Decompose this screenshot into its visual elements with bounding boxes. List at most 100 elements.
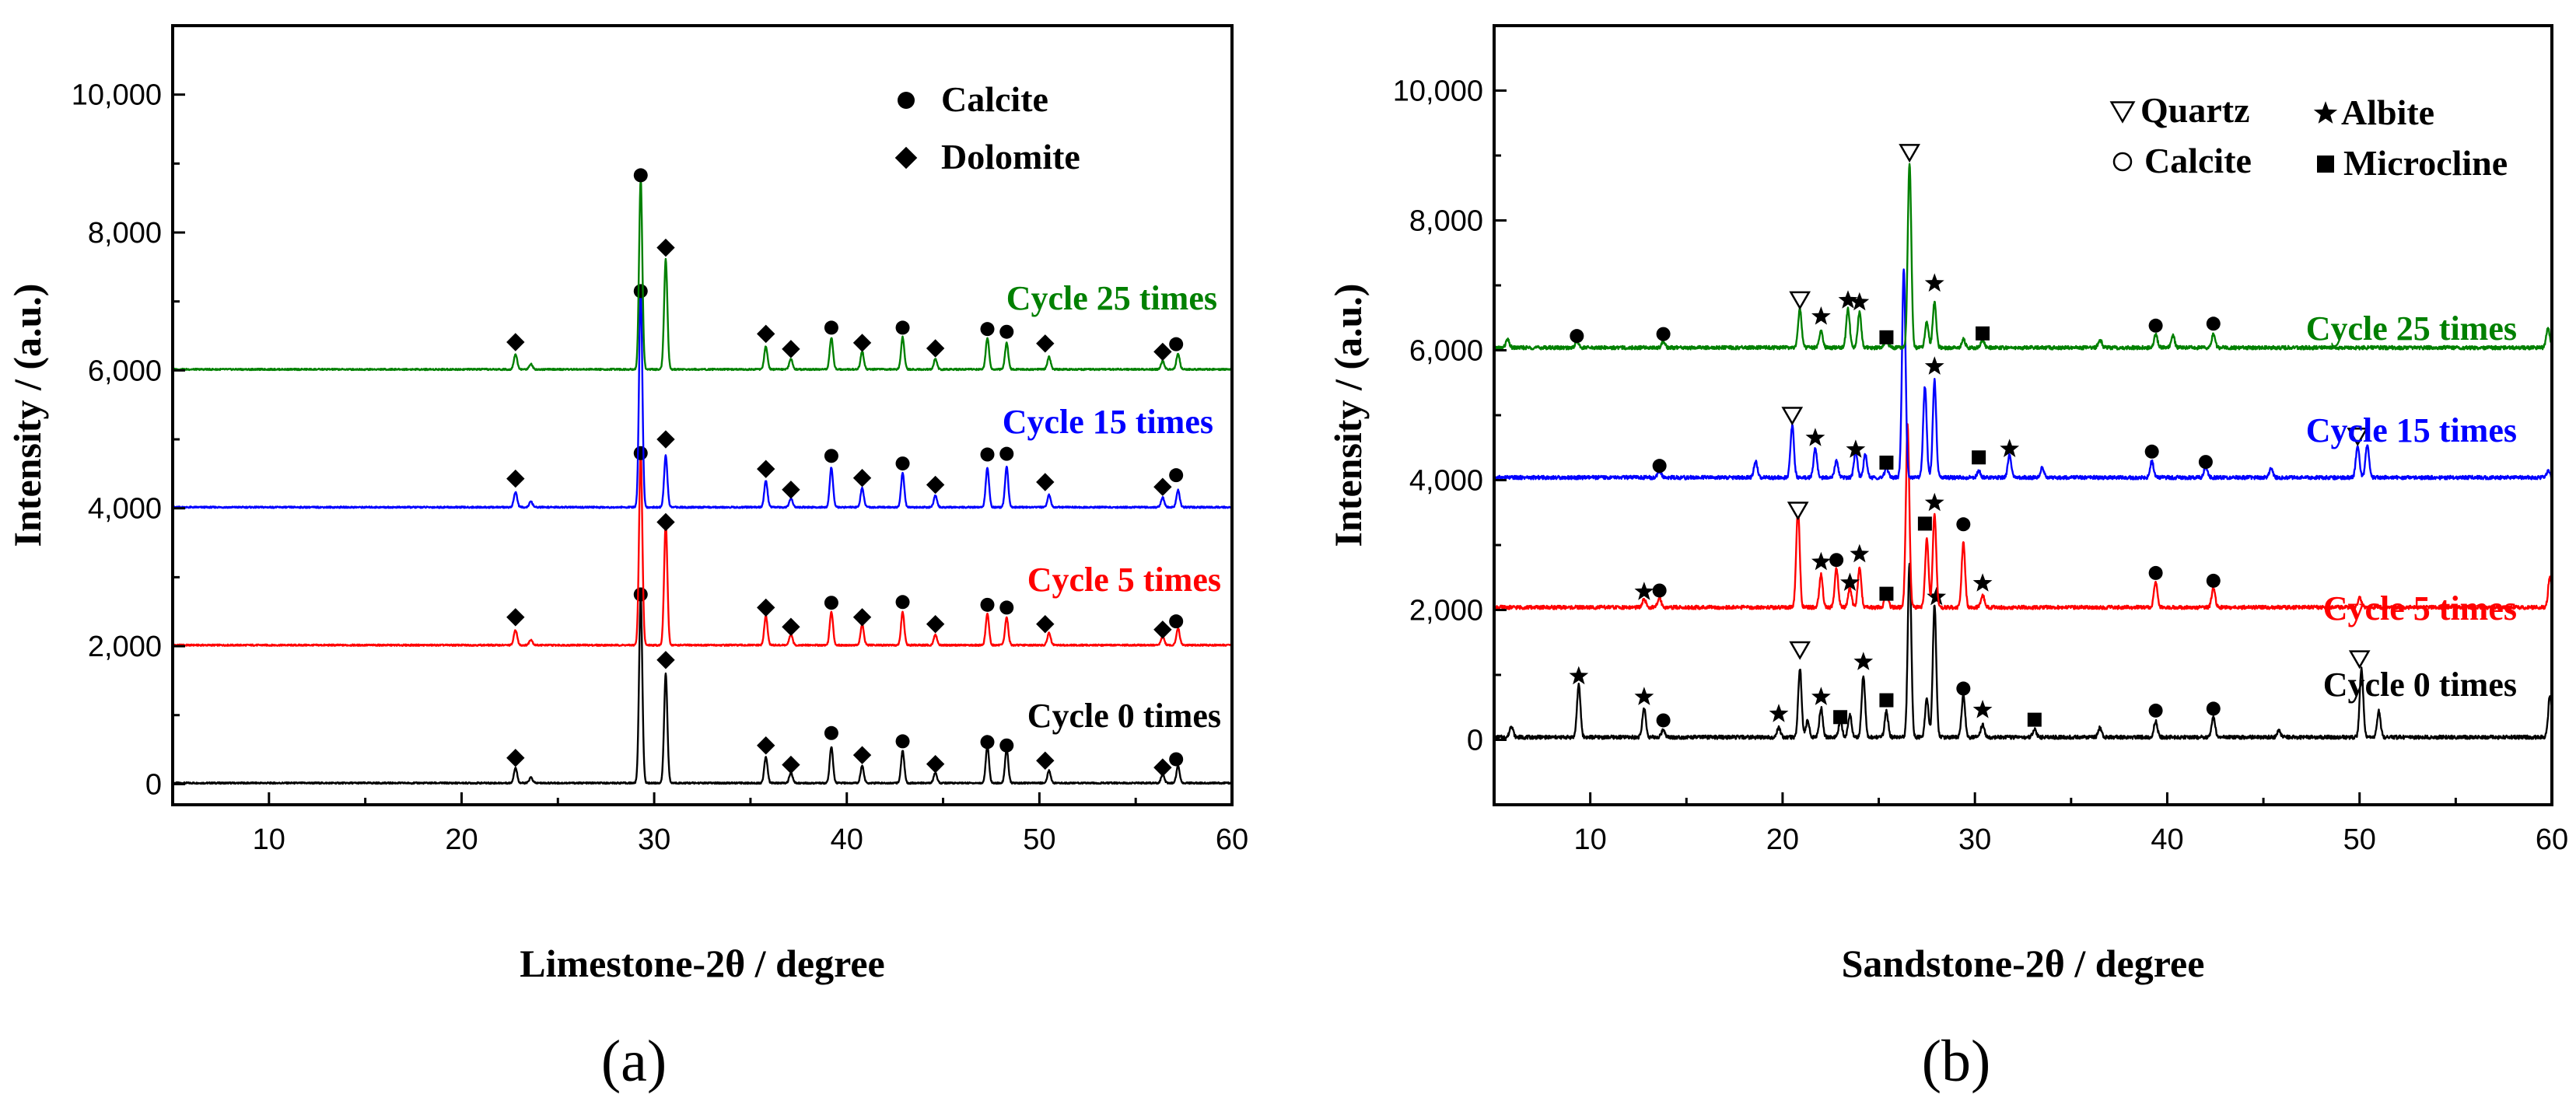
peak-marker-square: [1972, 450, 1986, 465]
series-line: [1493, 562, 2553, 740]
peak-marker-circle: [2148, 318, 2163, 333]
peak-marker-diamond: [852, 468, 872, 488]
legend-label-albite: Albite: [2341, 93, 2434, 132]
peak-marker-circle: [980, 597, 995, 612]
y-tick-label: 6,000: [88, 355, 162, 387]
peak-marker-circle: [633, 284, 648, 299]
y-tick-label: 0: [145, 768, 162, 801]
peak-marker-diamond: [926, 754, 945, 774]
peak-marker-circle: [2148, 565, 2163, 580]
peak-marker-star: [1840, 572, 1860, 591]
y-tick-label: 2,000: [88, 631, 162, 663]
peak-marker-circle: [1956, 517, 1971, 532]
peak-marker-star: [1805, 428, 1825, 446]
series-cycle-15-times: [172, 284, 1233, 509]
peak-marker-square: [1879, 586, 1894, 601]
peak-marker-circle: [2148, 703, 2163, 718]
peak-marker-diamond: [656, 651, 675, 669]
y-tick-label: 6,000: [1409, 335, 1483, 368]
peak-marker-diamond: [1153, 477, 1172, 496]
peak-marker-diamond: [782, 617, 800, 636]
x-axis-title: Limestone-2θ / degree: [520, 942, 885, 985]
series-line: [1493, 268, 2553, 481]
plot-frame: [171, 24, 1234, 806]
legend-symbol-microcline: [2317, 156, 2334, 173]
peak-marker-circle: [895, 734, 910, 749]
peak-marker-circle: [633, 446, 648, 460]
peak-marker-circle: [1956, 681, 1971, 696]
peak-marker-circle: [895, 456, 910, 471]
peak-marker-circle: [1169, 614, 1184, 629]
peak-marker-star: [1569, 666, 1589, 685]
peak-marker-star: [1924, 492, 1944, 512]
peak-marker-circle: [895, 595, 910, 610]
peak-marker-star: [1811, 306, 1831, 325]
series-label: Cycle 25 times: [1006, 279, 1217, 317]
peak-marker-diamond: [656, 430, 675, 449]
peak-marker-circle: [1169, 468, 1184, 483]
peak-marker-diamond: [926, 614, 945, 634]
peak-marker-diamond: [1153, 758, 1172, 777]
legend-symbol-quartz: [2109, 101, 2136, 124]
series-cycle-0-times: [1493, 562, 2553, 740]
peak-marker-circle: [824, 320, 838, 335]
peak-marker-square: [1879, 330, 1894, 344]
legend-label-calcite: Calcite: [2144, 141, 2252, 180]
peak-marker-diamond: [926, 339, 945, 358]
legend-symbol-calcite: [898, 92, 915, 109]
peak-marker-circle: [1652, 583, 1667, 598]
series-traces: [1493, 144, 2553, 740]
series-label: Cycle 15 times: [1003, 403, 1213, 441]
y-tick-label: 4,000: [1409, 465, 1483, 498]
x-tick-label: 60: [2536, 823, 2568, 856]
peak-marker-triangle: [2348, 650, 2371, 669]
peak-marker-diamond: [506, 333, 525, 351]
y-tick-label: 0: [1467, 725, 1483, 757]
peak-marker-circle: [824, 596, 838, 610]
panel-a: Cycle 0 times Cycle 5 times Cycle 15 times…: [5, 24, 1248, 1094]
peak-marker-diamond: [852, 608, 872, 627]
peak-marker-square: [1976, 326, 1990, 341]
series-cycle-25-times: [1493, 144, 2553, 351]
peak-marker-star: [1838, 290, 1858, 309]
peak-marker-circle: [1652, 459, 1667, 474]
series-line: [172, 286, 1233, 509]
peak-marker-star: [1927, 586, 1947, 606]
series-label: Cycle 0 times: [1027, 697, 1221, 735]
x-tick-label: 50: [2343, 823, 2376, 856]
peak-marker-circle: [980, 447, 995, 462]
peak-marker-star: [1634, 582, 1654, 600]
peak-marker-star: [1850, 544, 1870, 563]
peak-marker-circle: [633, 168, 648, 183]
peak-marker-diamond: [757, 598, 775, 617]
peak-marker-star: [1769, 704, 1789, 722]
peak-marker-circle: [1656, 327, 1671, 341]
x-tick-label: 30: [638, 823, 670, 856]
peak-marker-triangle: [1789, 641, 1811, 660]
y-axis-ticks: 0 2,000 4,000 6,000 8,000 10,000: [1393, 75, 1507, 806]
peak-marker-square: [1879, 455, 1894, 470]
legend-symbol-albite: [2313, 101, 2338, 124]
x-tick-label: 40: [2151, 823, 2183, 856]
x-tick-label: 50: [1023, 823, 1055, 856]
peak-marker-circle: [2144, 444, 2159, 459]
series-line: [171, 595, 1233, 785]
series-cycle-25-times: [172, 168, 1233, 372]
y-axis-ticks: 0 2,000 4,000 6,000 8,000 10,000: [72, 79, 185, 801]
y-tick-label: 10,000: [1393, 75, 1483, 108]
peak-marker-diamond: [852, 334, 872, 352]
peak-marker-diamond: [757, 736, 775, 755]
peak-marker-diamond: [1036, 334, 1055, 353]
peak-marker-star: [1972, 573, 1993, 592]
peak-marker-star: [1850, 292, 1870, 311]
peak-marker-circle: [895, 320, 910, 335]
x-tick-label: 60: [1216, 823, 1248, 856]
peak-marker-diamond: [852, 746, 872, 764]
peak-marker-square: [1833, 710, 1848, 725]
y-tick-label: 8,000: [1409, 205, 1483, 238]
peak-marker-star: [2000, 439, 2020, 457]
peak-marker-circle: [999, 600, 1014, 615]
peak-marker-diamond: [782, 481, 800, 499]
series-cycle-0-times: [171, 587, 1233, 785]
series-label: Cycle 5 times: [1027, 561, 1221, 599]
